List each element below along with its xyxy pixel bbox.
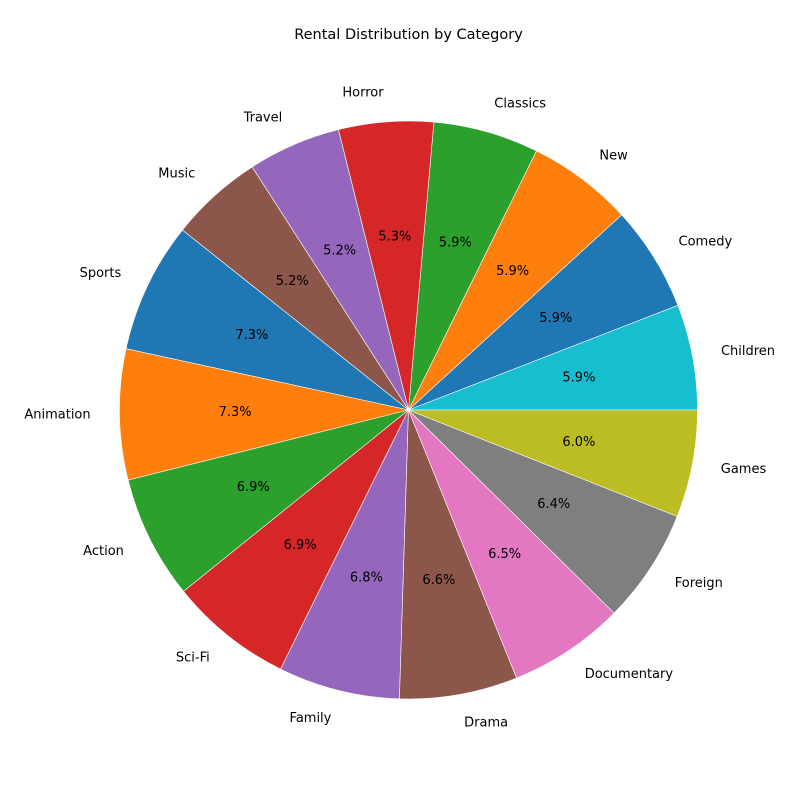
percent-label-children: 5.9% <box>562 371 595 386</box>
category-label-music: Music <box>158 167 195 182</box>
category-label-comedy: Comedy <box>679 235 733 250</box>
percent-label-documentary: 6.5% <box>488 547 521 562</box>
pie-slice-drama <box>399 409 517 700</box>
category-label-family: Family <box>290 711 332 726</box>
percent-label-family: 6.8% <box>350 571 383 586</box>
category-labels: Children Comedy New Classics Horror Travel Mus… <box>24 86 775 731</box>
percent-label-sports: 7.3% <box>235 328 268 343</box>
percent-label-sci-fi: 6.9% <box>284 538 317 553</box>
category-label-travel: Travel <box>243 111 283 126</box>
category-label-sports: Sports <box>80 266 122 281</box>
category-label-sci-fi: Sci-Fi <box>176 651 210 666</box>
pie-slice-games <box>408 409 698 517</box>
category-label-foreign: Foreign <box>675 576 723 591</box>
percent-label-classics: 5.9% <box>439 236 472 251</box>
pie-slice-sports <box>125 229 409 411</box>
category-label-horror: Horror <box>342 86 384 101</box>
percent-label-action: 6.9% <box>237 480 270 495</box>
percent-label-drama: 6.6% <box>422 573 455 588</box>
pie-slice-foreign <box>408 409 678 614</box>
percent-label-comedy: 5.9% <box>539 311 572 326</box>
percent-labels: 5.9% 5.9% 5.9% 5.9% 5.3% 5.2% 5.2% 7.3% 7.3% 6.9%… <box>219 230 596 589</box>
category-label-animation: Animation <box>24 407 90 422</box>
pie-slices <box>119 120 698 700</box>
category-label-drama: Drama <box>464 715 508 730</box>
percent-label-animation: 7.3% <box>219 405 252 420</box>
percent-label-new: 5.9% <box>496 264 529 279</box>
percent-label-travel: 5.2% <box>323 243 356 258</box>
percent-label-music: 5.2% <box>276 274 309 289</box>
pie-slice-family <box>280 409 409 700</box>
percent-label-horror: 5.3% <box>378 230 411 245</box>
category-label-documentary: Documentary <box>585 667 674 682</box>
percent-label-foreign: 6.4% <box>537 497 570 512</box>
category-label-children: Children <box>721 344 775 359</box>
pie-slice-documentary <box>408 409 615 679</box>
chart-title: Rental Distribution by Category <box>294 27 523 43</box>
category-label-action: Action <box>83 544 124 559</box>
category-label-games: Games <box>721 462 767 477</box>
pie-slice-animation <box>119 348 409 481</box>
category-label-new: New <box>599 148 628 163</box>
pie-slice-action <box>127 409 409 592</box>
pie-slice-sci-fi <box>183 409 409 670</box>
percent-label-games: 6.0% <box>562 435 595 450</box>
category-label-classics: Classics <box>494 96 546 111</box>
